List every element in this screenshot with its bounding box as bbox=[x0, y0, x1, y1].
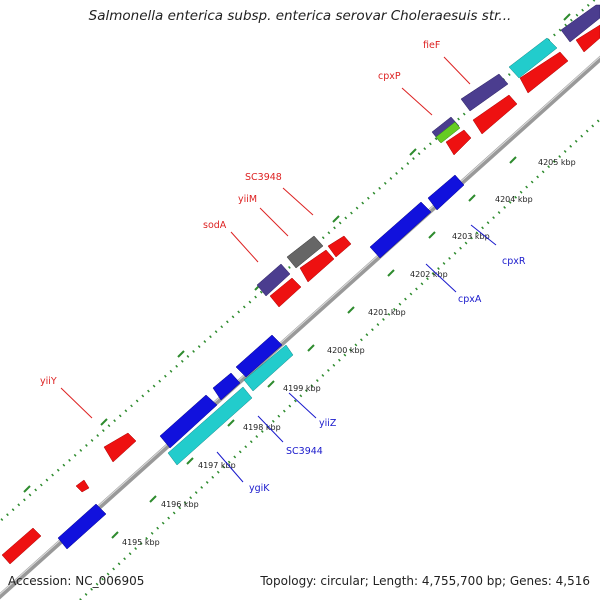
tick-marks bbox=[111, 156, 517, 539]
gene-label-yiiM[interactable]: yiiM bbox=[238, 194, 257, 205]
tick-label-4202: 4202 kbp bbox=[410, 270, 448, 279]
tick-label-4195: 4195 kbp bbox=[122, 538, 160, 547]
gene-forward-yiiY[interactable] bbox=[103, 432, 137, 463]
reverse-genes bbox=[57, 174, 465, 550]
gene-forward-2b[interactable] bbox=[519, 51, 569, 94]
gene-reverse-yiiZ[interactable] bbox=[235, 334, 283, 378]
forward-genes bbox=[1, 24, 600, 565]
gene-forward-yiiM[interactable] bbox=[299, 249, 335, 283]
tick-label-4198: 4198 kbp bbox=[243, 423, 281, 432]
leader-lines bbox=[60, 56, 497, 483]
gene-rrna-SC3944[interactable] bbox=[167, 386, 253, 466]
gene-forward-fieF[interactable] bbox=[472, 94, 518, 135]
tick-label-4196: 4196 kbp bbox=[161, 500, 199, 509]
gene-forward-sodA[interactable] bbox=[269, 277, 302, 308]
gene-reverse-cpxA[interactable] bbox=[369, 201, 432, 259]
gene-forward-3[interactable] bbox=[575, 24, 600, 53]
map-title: Salmonella enterica subsp. enterica sero… bbox=[88, 8, 512, 24]
gene-cpxP-green[interactable] bbox=[435, 121, 461, 144]
gene-reverse-2[interactable] bbox=[212, 372, 241, 401]
gene-reverse-ygiK[interactable] bbox=[159, 394, 218, 449]
tick-label-4200: 4200 kbp bbox=[327, 346, 365, 355]
gene-label-SC3944[interactable]: SC3944 bbox=[286, 446, 323, 457]
inner-tick-track bbox=[79, 117, 600, 600]
gene-forward-2[interactable] bbox=[75, 479, 90, 493]
gene-label-fieF[interactable]: fieF bbox=[423, 40, 440, 51]
gene-label-cpxR[interactable]: cpxR bbox=[502, 256, 526, 267]
tick-label-4205: 4205 kbp bbox=[538, 158, 576, 167]
gene-SC3948-grey[interactable] bbox=[286, 235, 324, 269]
tick-label-4204: 4204 kbp bbox=[495, 195, 533, 204]
gene-reverse-cpxR[interactable] bbox=[427, 174, 465, 211]
gene-reverse-1[interactable] bbox=[57, 503, 107, 550]
tick-label-4201: 4201 kbp bbox=[368, 308, 406, 317]
gene-fieF-dark[interactable] bbox=[460, 73, 509, 112]
tick-label-4197: 4197 kbp bbox=[198, 461, 236, 470]
tick-label-4203: 4203 kbp bbox=[452, 232, 490, 241]
gene-label-ygiK[interactable]: ygiK bbox=[249, 483, 270, 494]
outer-row-genes bbox=[256, 4, 600, 297]
gene-rrna-2[interactable] bbox=[243, 344, 294, 392]
gene-label-SC3948[interactable]: SC3948 bbox=[245, 172, 282, 183]
gene-label-cpxP[interactable]: cpxP bbox=[378, 71, 401, 82]
accession-text: Accession: NC_006905 bbox=[8, 574, 145, 588]
gene-forward-cpxP[interactable] bbox=[445, 129, 472, 156]
gene-sodA-dark[interactable] bbox=[256, 263, 291, 297]
tick-label-4199: 4199 kbp bbox=[283, 384, 321, 393]
gene-forward-SC3948[interactable] bbox=[327, 235, 352, 258]
gene-label-cpxA[interactable]: cpxA bbox=[458, 294, 482, 305]
gene-fieF-cyan[interactable] bbox=[508, 37, 558, 79]
gene-label-yiiY[interactable]: yiiY bbox=[40, 376, 57, 387]
gene-label-yiiZ[interactable]: yiiZ bbox=[319, 418, 337, 429]
gene-top-dark[interactable] bbox=[560, 4, 600, 43]
genome-summary-text: Topology: circular; Length: 4,755,700 bp… bbox=[260, 574, 590, 588]
gene-label-sodA[interactable]: sodA bbox=[203, 220, 227, 231]
gene-forward-1[interactable] bbox=[1, 527, 42, 565]
